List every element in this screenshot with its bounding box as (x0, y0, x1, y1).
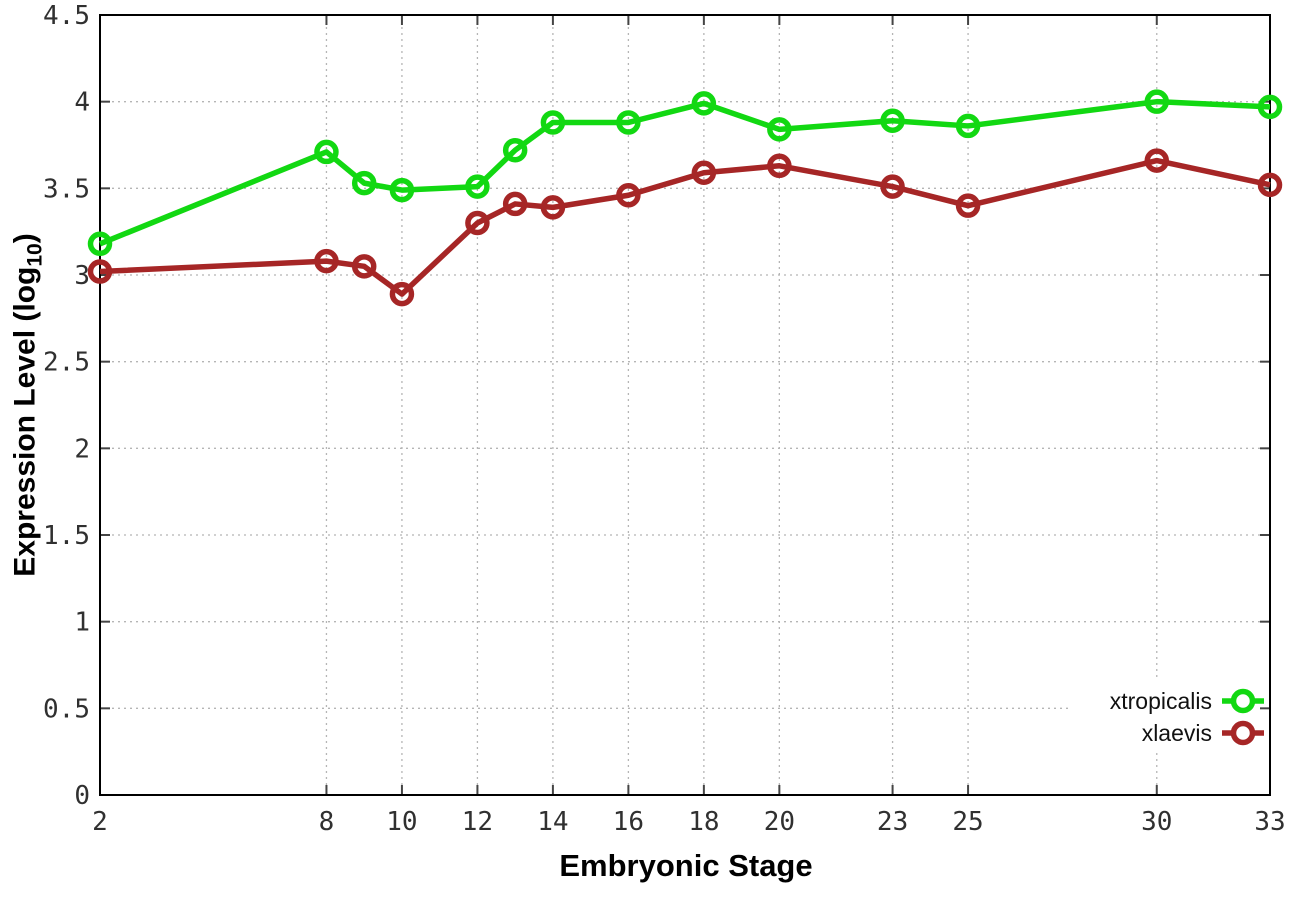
series-xtropicalis (87, 89, 1283, 257)
legend-sample-marker-xlaevis (1230, 720, 1256, 746)
series-xlaevis (87, 148, 1283, 307)
xtropicalis-point-stage-33 (1257, 94, 1283, 120)
xlaevis-point-stage-8 (314, 248, 339, 274)
x-tick-label: 30 (1141, 807, 1172, 837)
x-tick-labels: 2 8 10 12 14 16 18 20 23 25 30 33 (92, 807, 1285, 837)
x-tick-label: 33 (1254, 807, 1285, 837)
legend-label-xtropicalis: xtropicalis (1110, 688, 1212, 714)
xtropicalis-point-stage-25 (955, 113, 981, 139)
xlaevis-line (99, 157, 1271, 297)
xtropicalis-point-stage-10 (389, 177, 415, 203)
x-axis-title: Embryonic Stage (559, 848, 813, 883)
x-tick-label: 10 (386, 807, 417, 837)
xlaevis-point-stage-2 (87, 259, 113, 284)
x-tick-label: 23 (877, 807, 908, 837)
y-tick-label: 2 (74, 434, 90, 464)
y-tick-label: 1.5 (43, 521, 90, 551)
tick-marks (99, 14, 1271, 796)
xlaevis-point-stage-16 (616, 183, 641, 208)
y-tick-label: 0 (74, 781, 90, 811)
x-tick-label: 14 (537, 807, 568, 837)
y-axis-title-close-paren: ) (8, 233, 42, 244)
xlaevis-point-stage-23 (880, 174, 905, 199)
xtropicalis-point-stage-9 (351, 170, 377, 196)
x-tick-label: 25 (952, 807, 983, 837)
y-axis-title-text: Expression Level (log (8, 266, 42, 577)
xtropicalis-point-stage-8 (314, 139, 339, 165)
xtropicalis-point-stage-20 (767, 117, 792, 142)
xtropicalis-point-stage-2 (87, 231, 113, 257)
gridlines (100, 15, 1270, 795)
xlaevis-point-stage-9 (351, 254, 377, 279)
xlaevis-point-stage-10 (389, 281, 415, 307)
xlaevis-point-stage-18 (691, 160, 717, 185)
xtropicalis-point-stage-12 (465, 174, 490, 199)
y-tick-labels: 0 0.5 1 1.5 2 2.5 3 3.5 4 4.5 (43, 1, 90, 811)
legend-label-xlaevis: xlaevis (1142, 720, 1212, 746)
legend-sample-marker-xtropicalis (1230, 688, 1256, 714)
y-tick-label: 3 (74, 261, 90, 291)
xlaevis-point-stage-12 (465, 210, 490, 236)
x-tick-label: 20 (764, 807, 795, 837)
xlaevis-point-stage-25 (955, 193, 981, 218)
plot-border (99, 14, 1271, 796)
x-tick-label: 16 (613, 807, 644, 837)
y-tick-label: 0.5 (43, 694, 90, 724)
x-tick-label: 8 (319, 807, 335, 837)
xtropicalis-point-stage-14 (540, 110, 566, 135)
legend: xtropicalis xlaevis (1110, 688, 1264, 746)
x-tick-label: 12 (462, 807, 493, 837)
x-tick-label: 2 (92, 807, 108, 837)
xlaevis-point-stage-33 (1257, 172, 1283, 198)
y-tick-label: 1 (74, 608, 90, 638)
xtropicalis-line (98, 98, 1271, 247)
xtropicalis-point-stage-13 (502, 137, 528, 163)
y-axis-title-subscript: 10 (23, 243, 47, 267)
xlaevis-point-stage-20 (767, 153, 792, 179)
y-tick-label: 4.5 (43, 1, 90, 31)
xtropicalis-point-stage-18 (691, 91, 717, 116)
xtropicalis-point-stage-30 (1144, 89, 1170, 114)
xlaevis-point-stage-14 (540, 195, 566, 220)
xtropicalis-point-stage-16 (616, 110, 641, 135)
xlaevis-point-stage-30 (1144, 148, 1170, 173)
xtropicalis-point-stage-23 (880, 108, 905, 133)
y-tick-label: 4 (74, 88, 90, 118)
y-tick-label: 3.5 (43, 174, 90, 204)
y-tick-label: 2.5 (43, 348, 90, 378)
x-tick-label: 18 (688, 807, 719, 837)
y-axis-title: Expression Level (log10) (9, 233, 48, 576)
xlaevis-point-stage-13 (502, 191, 528, 217)
